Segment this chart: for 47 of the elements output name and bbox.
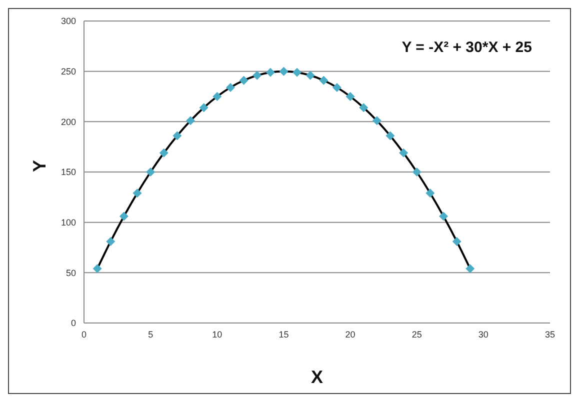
point [412, 168, 422, 176]
y-tick-label: 50 [66, 268, 76, 278]
point [186, 116, 196, 126]
point [266, 68, 275, 77]
point [252, 70, 262, 80]
point [319, 76, 328, 85]
x-tick-label: 15 [278, 329, 289, 340]
point [212, 92, 222, 101]
point [426, 188, 435, 198]
point [346, 92, 355, 101]
x-tick-label: 35 [544, 329, 556, 340]
point [386, 131, 395, 140]
y-tick-label: 250 [60, 66, 76, 77]
point [146, 168, 156, 176]
x-tick-label: 20 [345, 329, 356, 340]
point [359, 103, 368, 112]
point [226, 82, 235, 92]
point [306, 70, 315, 80]
x-axis-title: X [310, 367, 324, 387]
point [332, 82, 342, 92]
point [438, 212, 448, 221]
point [399, 148, 408, 158]
point [239, 76, 248, 85]
point [279, 66, 288, 76]
x-tick-label: 0 [81, 329, 87, 340]
point [466, 264, 475, 274]
y-axis-title: Y [29, 160, 50, 172]
y-tick-label: 0 [70, 318, 76, 328]
point [119, 212, 128, 221]
y-tick-label: 300 [60, 16, 76, 26]
point [372, 116, 382, 126]
x-tick-label: 10 [212, 329, 222, 340]
y-tick-label: 150 [60, 167, 76, 178]
point [292, 68, 302, 77]
y-tick-label: 200 [60, 116, 76, 127]
y-tick-label: 100 [60, 218, 76, 228]
x-tick-label: 25 [412, 329, 422, 340]
point [452, 236, 462, 246]
point [92, 264, 102, 274]
x-tick-label: 5 [148, 329, 154, 340]
point [199, 103, 208, 112]
point [172, 131, 182, 140]
x-tick-label: 30 [478, 329, 488, 340]
point [106, 236, 116, 246]
annotation: Y = -X² + 30*X + 25 [402, 39, 532, 56]
point [159, 148, 168, 158]
point [132, 188, 142, 198]
